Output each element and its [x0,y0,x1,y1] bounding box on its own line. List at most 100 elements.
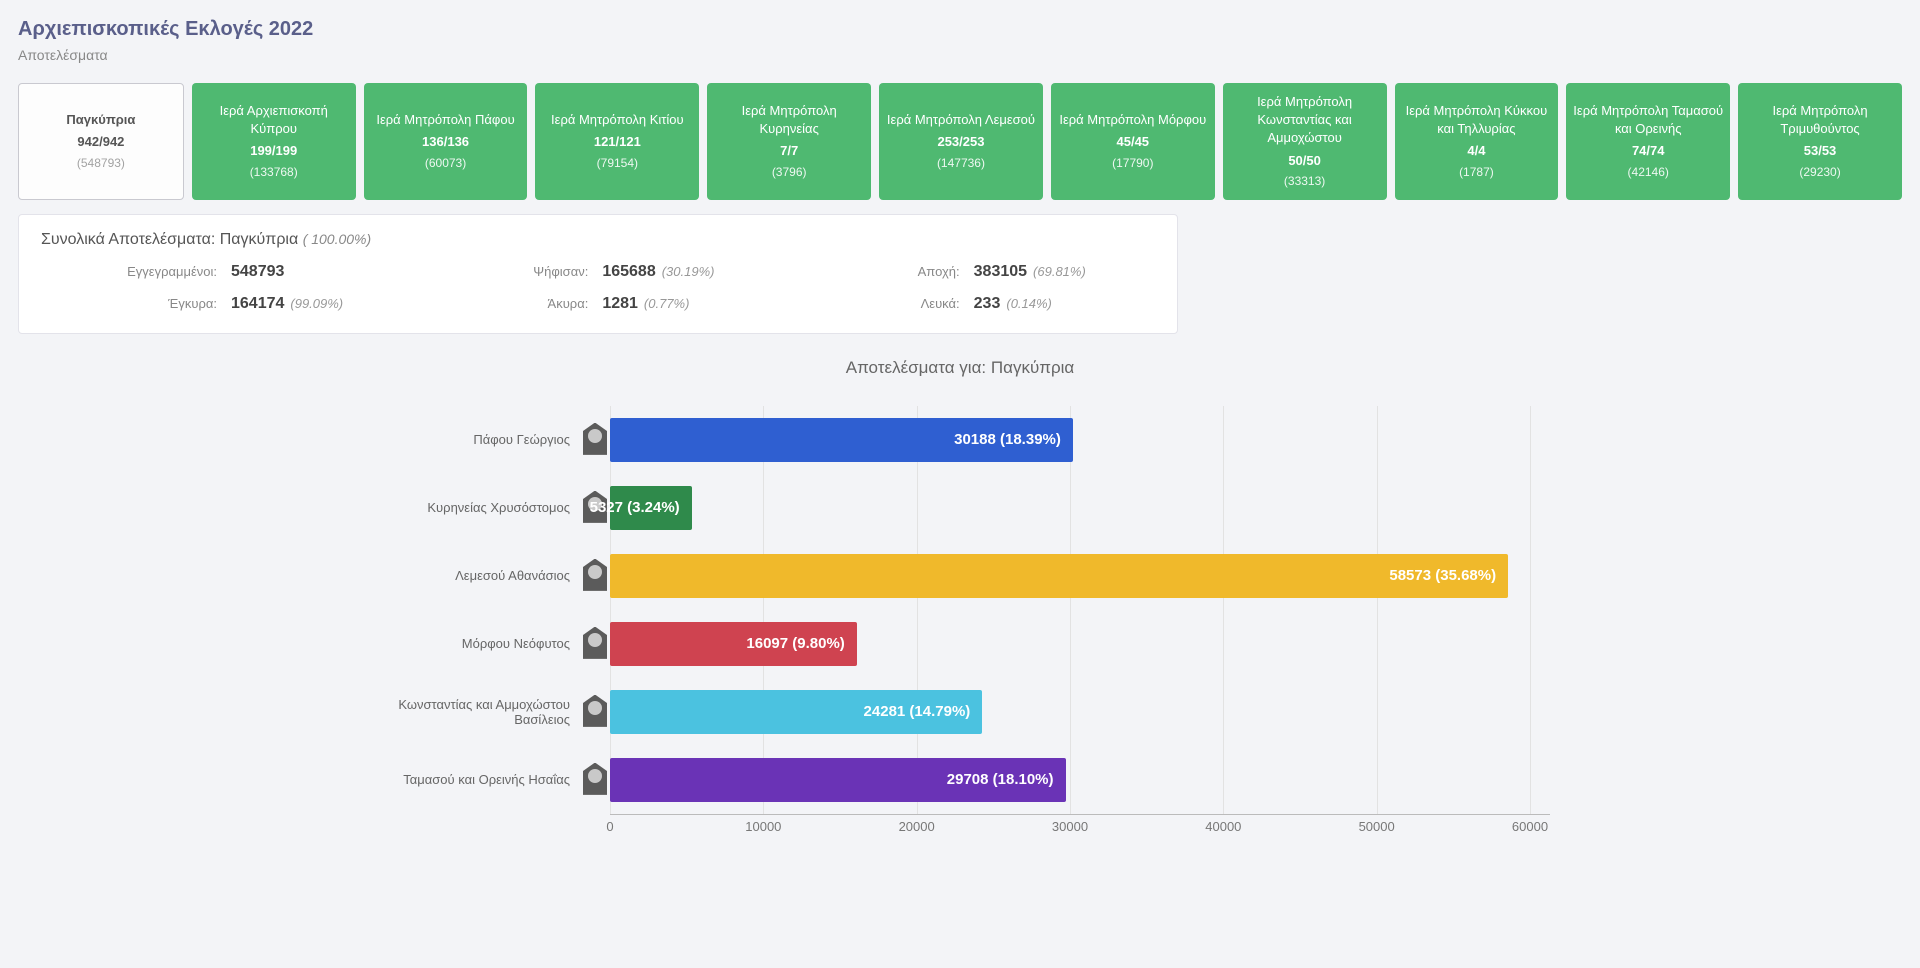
region-card[interactable]: Ιερά Μητρόπολη Κιτίου 121/121 (79154) [535,83,699,200]
chart-bar-row: 58573 (35.68%) [610,542,1550,610]
chart-y-row: Κυρηνείας Χρυσόστομος [370,474,610,542]
region-name: Ιερά Μητρόπολη Μόρφου [1057,111,1209,129]
chart-bar[interactable]: 5327 (3.24%) [610,486,692,530]
summary-box: Συνολικά Αποτελέσματα: Παγκύπρια ( 100.0… [18,214,1178,334]
stat-invalid: Άκυρα: 1281 (0.77%) [412,295,783,313]
stat-label: Έγκυρα: [41,296,231,311]
region-card[interactable]: Ιερά Μητρόπολη Κύκκου και Τηλλυρίας4/4(1… [1395,83,1559,200]
chart-bar[interactable]: 58573 (35.68%) [610,554,1508,598]
region-card[interactable]: Ιερά Μητρόπολη Κωνσταντίας και Αμμοχώστο… [1223,83,1387,200]
summary-title: Συνολικά Αποτελέσματα: Παγκύπρια ( 100.0… [41,231,1155,249]
region-total: (79154) [541,155,693,172]
candidate-avatar-icon [580,763,610,797]
candidate-name: Κυρηνείας Χρυσόστομος [427,500,570,515]
chart-bars: 30188 (18.39%) 5327 (3.24%) 58573 (35.68%)… [610,406,1550,814]
region-name: Ιερά Μητρόπολη Τριμυθούντος [1744,102,1896,138]
chart-bar-row: 30188 (18.39%) [610,406,1550,474]
region-name: Παγκύπρια [25,111,177,129]
region-count: 50/50 [1229,152,1381,170]
summary-title-region: Παγκύπρια [220,231,299,248]
stat-label: Αποχή: [784,264,974,279]
candidate-avatar-icon [580,627,610,661]
chart-bar-row: 29708 (18.10%) [610,746,1550,814]
stat-pct: (0.14%) [1006,296,1052,311]
region-card[interactable]: Ιερά Μητρόπολη Κυρηνείας 7/7 (3796) [707,83,871,200]
region-total: (1787) [1401,164,1553,181]
stat-label: Λευκά: [784,296,974,311]
region-card[interactable]: Παγκύπρια942/942(548793) [18,83,184,200]
region-card[interactable]: Ιερά Μητρόπολη Πάφου136/136(60073) [364,83,528,200]
stat-registered: Εγγεγραμμένοι: 548793 [41,263,412,281]
chart-bar[interactable]: 30188 (18.39%) [610,418,1073,462]
stat-pct: (0.77%) [644,296,690,311]
region-count: 4/4 [1401,142,1553,160]
region-total: (29230) [1744,164,1896,181]
summary-title-prefix: Συνολικά Αποτελέσματα: [41,231,220,248]
region-count: 53/53 [1744,142,1896,160]
summary-grid: Εγγεγραμμένοι: 548793 Ψήφισαν: 165688 (3… [41,263,1155,313]
page-subtitle: Αποτελέσματα [18,47,1902,63]
stat-value: 383105 [974,263,1027,281]
chart-title: Αποτελέσματα για: Παγκύπρια [370,358,1550,378]
region-name: Ιερά Μητρόπολη Κιτίου [541,111,693,129]
stat-label: Άκυρα: [412,296,602,311]
region-count: 121/121 [541,133,693,151]
region-total: (147736) [885,155,1037,172]
stat-pct: (69.81%) [1033,264,1086,279]
region-count: 7/7 [713,142,865,160]
chart-bar[interactable]: 16097 (9.80%) [610,622,857,666]
chart-bar[interactable]: 24281 (14.79%) [610,690,982,734]
chart-x-tick: 30000 [1052,819,1088,834]
region-name: Ιερά Μητρόπολη Ταμασού και Ορεινής [1572,102,1724,138]
stat-voted: Ψήφισαν: 165688 (30.19%) [412,263,783,281]
chart-plot: 30188 (18.39%) 5327 (3.24%) 58573 (35.68%)… [610,406,1550,815]
region-card[interactable]: Ιερά Μητρόπολη Τριμυθούντος 53/53 (29230) [1738,83,1902,200]
candidate-name: Κωνσταντίας και Αμμοχώστου Βασίλειος [370,697,570,727]
region-total: (60073) [370,155,522,172]
region-total: (33313) [1229,173,1381,190]
chart-x-tick: 40000 [1205,819,1241,834]
region-card[interactable]: Ιερά Μητρόπολη Ταμασού και Ορεινής74/74(… [1566,83,1730,200]
region-count: 199/199 [198,142,350,160]
chart: Πάφου Γεώργιος Κυρηνείας Χρυσόστομος Λεμεσ… [370,406,1550,815]
region-name: Ιερά Μητρόπολη Πάφου [370,111,522,129]
chart-x-tick: 50000 [1359,819,1395,834]
region-name: Ιερά Μητρόπολη Κωνσταντίας και Αμμοχώστο… [1229,93,1381,148]
chart-x-tick: 10000 [745,819,781,834]
region-card[interactable]: Ιερά Μητρόπολη Λεμεσού 253/253 (147736) [879,83,1043,200]
chart-x-tick: 60000 [1512,819,1548,834]
region-total: (548793) [25,155,177,172]
candidate-name: Μόρφου Νεόφυτος [462,636,570,651]
region-name: Ιερά Μητρόπολη Λεμεσού [885,111,1037,129]
chart-bar-row: 16097 (9.80%) [610,610,1550,678]
region-count: 74/74 [1572,142,1724,160]
stat-value: 233 [974,295,1001,313]
stat-abstain: Αποχή: 383105 (69.81%) [784,263,1155,281]
stat-value: 164174 [231,295,284,313]
candidate-avatar-icon [580,559,610,593]
chart-x-axis: 0100002000030000400005000060000 [610,815,1530,839]
region-total: (133768) [198,164,350,181]
candidate-avatar-icon [580,423,610,457]
stat-value: 1281 [602,295,638,313]
chart-bar[interactable]: 29708 (18.10%) [610,758,1066,802]
region-card[interactable]: Ιερά Μητρόπολη Μόρφου 45/45 (17790) [1051,83,1215,200]
chart-y-row: Λεμεσού Αθανάσιος [370,542,610,610]
chart-x-tick: 0 [606,819,613,834]
chart-bar-row: 5327 (3.24%) [610,474,1550,542]
region-card[interactable]: Ιερά Αρχιεπισκοπή Κύπρου199/199(133768) [192,83,356,200]
region-tabs: Παγκύπρια942/942(548793)Ιερά Αρχιεπισκοπ… [18,83,1902,200]
chart-y-row: Πάφου Γεώργιος [370,406,610,474]
stat-pct: (99.09%) [290,296,343,311]
stat-label: Ψήφισαν: [412,264,602,279]
chart-wrap: Αποτελέσματα για: Παγκύπρια Πάφου Γεώργι… [370,358,1550,839]
region-total: (3796) [713,164,865,181]
region-count: 253/253 [885,133,1037,151]
region-count: 45/45 [1057,133,1209,151]
chart-y-row: Ταμασού και Ορεινής Ησαΐας [370,746,610,814]
region-name: Ιερά Μητρόπολη Κυρηνείας [713,102,865,138]
region-total: (17790) [1057,155,1209,172]
stat-value: 165688 [602,263,655,281]
page-root: Αρχιεπισκοπικές Εκλογές 2022 Αποτελέσματ… [0,0,1920,869]
summary-title-pct: ( 100.00%) [303,231,371,247]
